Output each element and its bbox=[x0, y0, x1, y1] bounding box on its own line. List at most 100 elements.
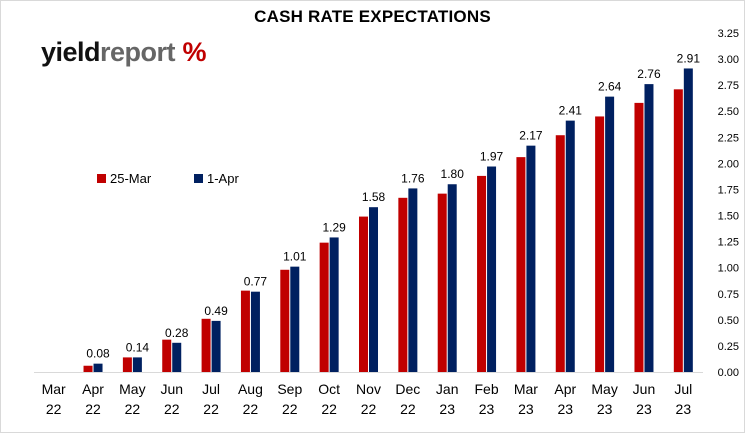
x-tick-label-year: 22 bbox=[361, 401, 377, 417]
data-label: 0.28 bbox=[165, 326, 189, 340]
yieldreport-logo: yieldreport % bbox=[41, 35, 207, 69]
y-tick-label: 2.75 bbox=[718, 80, 739, 92]
legend-swatch-1-apr bbox=[194, 174, 203, 183]
y-tick-label: 2.25 bbox=[718, 132, 739, 144]
x-tick-label-month: Feb bbox=[474, 381, 498, 397]
y-tick-label: 1.00 bbox=[718, 263, 739, 275]
data-label: 2.41 bbox=[559, 104, 583, 118]
legend-label-1-apr: 1-Apr bbox=[207, 171, 239, 186]
bar-25-mar bbox=[516, 157, 526, 372]
y-tick-label: 1.25 bbox=[718, 237, 739, 249]
x-tick-label-year: 23 bbox=[636, 401, 652, 417]
legend-label-25-mar: 25-Mar bbox=[110, 171, 152, 186]
bar-1-apr bbox=[211, 320, 221, 372]
y-tick-label: 3.00 bbox=[718, 54, 739, 66]
bar-25-mar bbox=[240, 290, 250, 372]
y-tick-label: 2.50 bbox=[718, 106, 739, 118]
bar-25-mar bbox=[162, 339, 172, 372]
data-label: 1.97 bbox=[480, 150, 504, 164]
x-tick-label-month: Jun bbox=[160, 381, 183, 397]
x-tick-label-year: 22 bbox=[46, 401, 62, 417]
x-tick-label-month: Jul bbox=[674, 381, 692, 397]
bar-25-mar bbox=[634, 102, 644, 372]
bar-1-apr bbox=[605, 96, 615, 373]
bar-25-mar bbox=[319, 242, 329, 372]
bar-25-mar bbox=[595, 116, 605, 372]
data-label: 1.01 bbox=[283, 250, 307, 264]
x-tick-label-month: Apr bbox=[82, 381, 104, 397]
x-tick-label-year: 23 bbox=[597, 401, 613, 417]
data-label: 2.76 bbox=[637, 67, 661, 81]
x-tick-label-month: Mar bbox=[514, 381, 538, 397]
x-tick-label-month: Oct bbox=[318, 381, 340, 397]
x-tick-label-month: Mar bbox=[42, 381, 66, 397]
bar-1-apr bbox=[526, 145, 536, 372]
x-tick-label-year: 23 bbox=[518, 401, 534, 417]
x-tick-label-year: 23 bbox=[439, 401, 455, 417]
bar-1-apr bbox=[329, 237, 339, 372]
bar-25-mar bbox=[359, 216, 368, 372]
x-tick-label-month: Jan bbox=[436, 381, 459, 397]
chart-title: CASH RATE EXPECTATIONS bbox=[254, 7, 491, 26]
x-tick-label-month: Nov bbox=[356, 381, 381, 397]
bar-1-apr bbox=[487, 166, 497, 372]
bar-1-apr bbox=[644, 84, 654, 372]
bar-1-apr bbox=[93, 363, 103, 372]
x-tick-label-month: Jul bbox=[202, 381, 220, 397]
y-tick-label: 2.00 bbox=[718, 158, 739, 170]
data-label: 2.17 bbox=[519, 129, 543, 143]
legend-swatch-25-mar bbox=[97, 174, 106, 183]
bar-1-apr bbox=[683, 68, 693, 373]
x-tick-label-month: May bbox=[591, 381, 617, 397]
x-tick-label-month: Dec bbox=[395, 381, 420, 397]
x-tick-label-year: 22 bbox=[125, 401, 141, 417]
data-label: 2.64 bbox=[598, 80, 622, 94]
x-tick-label-month: Aug bbox=[238, 381, 263, 397]
logo-percent-sign: % bbox=[175, 37, 207, 67]
x-tick-label-year: 22 bbox=[400, 401, 416, 417]
legend-item-1-apr: 1-Apr bbox=[194, 171, 239, 186]
bar-25-mar bbox=[122, 357, 132, 372]
bar-25-mar bbox=[437, 193, 447, 372]
data-label: 0.49 bbox=[204, 304, 228, 318]
x-tick-label-year: 22 bbox=[321, 401, 337, 417]
y-tick-label: 0.50 bbox=[718, 315, 739, 327]
x-tick-label-year: 22 bbox=[164, 401, 180, 417]
logo-part-yield: yield bbox=[41, 37, 101, 67]
y-tick-label: 0.75 bbox=[718, 289, 739, 301]
bar-25-mar bbox=[83, 365, 93, 372]
data-label: 0.08 bbox=[86, 347, 110, 361]
x-tick-label-month: Jun bbox=[633, 381, 656, 397]
bar-1-apr bbox=[369, 207, 378, 372]
bar-25-mar bbox=[398, 197, 408, 372]
x-tick-label-month: Apr bbox=[554, 381, 576, 397]
y-tick-label: 3.25 bbox=[718, 28, 739, 40]
bar-25-mar bbox=[555, 135, 565, 372]
y-tick-label: 0.00 bbox=[718, 367, 739, 379]
x-tick-label-year: 22 bbox=[243, 401, 259, 417]
bar-1-apr bbox=[447, 184, 457, 372]
bar-25-mar bbox=[477, 175, 487, 372]
x-tick-label-year: 23 bbox=[557, 401, 573, 417]
bar-1-apr bbox=[290, 266, 300, 372]
bar-1-apr bbox=[408, 188, 418, 372]
bar-25-mar bbox=[673, 89, 683, 372]
data-label: 1.80 bbox=[441, 167, 465, 181]
data-label: 0.14 bbox=[126, 340, 150, 354]
data-label: 1.29 bbox=[322, 220, 346, 234]
bar-25-mar bbox=[280, 269, 290, 372]
data-label: 0.77 bbox=[244, 275, 268, 289]
bar-1-apr bbox=[250, 291, 260, 372]
x-tick-label-year: 22 bbox=[85, 401, 101, 417]
legend-item-25-mar: 25-Mar bbox=[97, 171, 151, 186]
x-tick-label-year: 23 bbox=[676, 401, 692, 417]
data-label: 1.76 bbox=[401, 171, 425, 185]
x-tick-label-year: 23 bbox=[479, 401, 495, 417]
x-tick-label-year: 22 bbox=[203, 401, 219, 417]
x-tick-label-year: 22 bbox=[282, 401, 298, 417]
x-tick-label-month: Sep bbox=[277, 381, 302, 397]
logo-part-report: report bbox=[100, 37, 176, 67]
bar-25-mar bbox=[201, 318, 211, 372]
